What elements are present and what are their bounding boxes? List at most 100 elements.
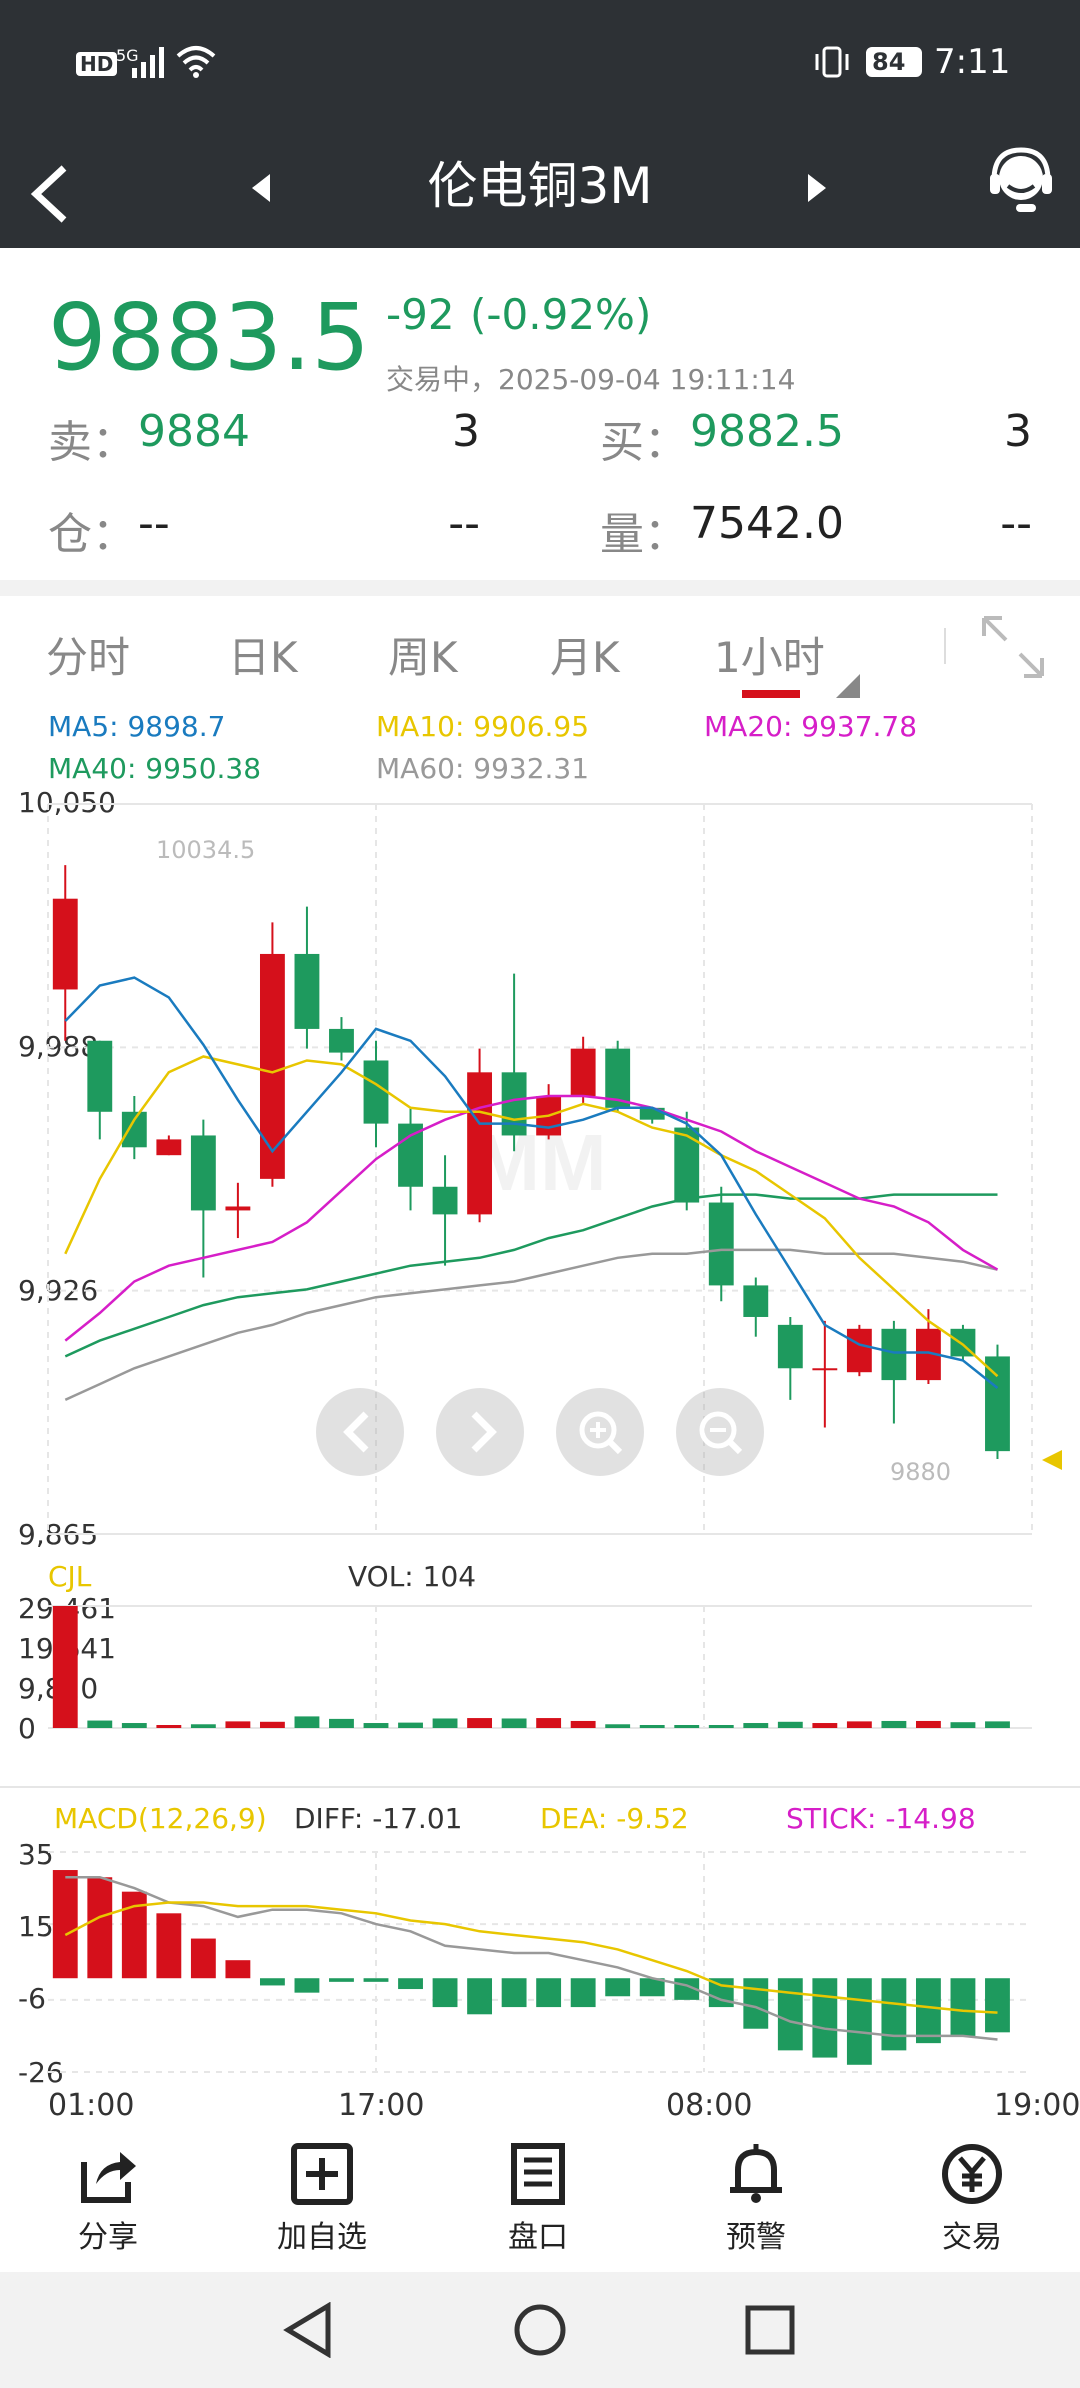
add-square-icon bbox=[291, 2143, 353, 2205]
alert-button[interactable]: 预警 bbox=[686, 2142, 826, 2256]
tab-daily[interactable]: 日K bbox=[228, 633, 298, 682]
candle-body bbox=[294, 953, 320, 1029]
next-instrument-icon[interactable] bbox=[806, 172, 830, 204]
system-recents-icon[interactable] bbox=[744, 2304, 796, 2356]
macd-dea-line bbox=[64, 1901, 998, 2014]
volume-chart[interactable] bbox=[0, 1596, 1080, 1736]
macd-histogram-bar bbox=[398, 1978, 423, 1990]
ma10-value: MA10: 9906.95 bbox=[376, 710, 590, 743]
add-watchlist-button[interactable]: 加自选 bbox=[252, 2142, 392, 2256]
document-list-icon bbox=[511, 2143, 565, 2205]
candle-body bbox=[329, 1028, 354, 1053]
system-back-icon[interactable] bbox=[282, 2302, 334, 2358]
order-book-button[interactable]: 盘口 bbox=[468, 2142, 608, 2256]
candle-body bbox=[398, 1123, 423, 1187]
tab-timeshare[interactable]: 分时 bbox=[46, 633, 131, 682]
macd-histogram-bar bbox=[259, 1978, 285, 1986]
macd-histogram-bar bbox=[985, 1978, 1010, 2033]
macd-histogram-bar bbox=[363, 1978, 389, 1982]
candle-body bbox=[259, 953, 285, 1179]
status-bar: HD 5G 84 7:11 bbox=[0, 0, 1080, 128]
macd-histogram-bar bbox=[156, 1913, 182, 1979]
volume-bar bbox=[259, 1721, 285, 1728]
candle-body bbox=[432, 1186, 458, 1215]
last-price: 9883.5 bbox=[48, 284, 370, 391]
volume-bar bbox=[363, 1723, 389, 1728]
macd-histogram-bar bbox=[570, 1978, 596, 2008]
candle-body bbox=[881, 1328, 907, 1381]
macd-histogram-bar bbox=[743, 1978, 769, 2029]
time-tick-3: 08:00 bbox=[666, 2088, 753, 2123]
macd-histogram-bar bbox=[950, 1978, 976, 2036]
chevron-left-icon bbox=[343, 1411, 369, 1453]
macd-histogram-bar bbox=[639, 1978, 665, 1997]
tab-monthly[interactable]: 月K bbox=[550, 633, 620, 682]
hd-badge: HD bbox=[76, 52, 118, 76]
candle-body bbox=[467, 1072, 493, 1215]
sell-quantity: 3 bbox=[452, 406, 480, 457]
macd-histogram-bar bbox=[294, 1978, 320, 1993]
ma5-value: MA5: 9898.7 bbox=[48, 710, 226, 743]
volume-bar bbox=[570, 1720, 596, 1728]
volume-bar bbox=[432, 1718, 458, 1728]
candle-body bbox=[363, 1060, 389, 1124]
volume-bar bbox=[190, 1724, 216, 1728]
tab-separator bbox=[944, 628, 946, 664]
volume-bar bbox=[846, 1721, 872, 1728]
macd-histogram-bar bbox=[605, 1978, 631, 1997]
ma10-line bbox=[64, 1055, 999, 1378]
candlestick-chart[interactable]: MM bbox=[0, 790, 1080, 1550]
volume-bar bbox=[881, 1720, 907, 1728]
bell-icon bbox=[730, 2144, 782, 2203]
macd-chart[interactable] bbox=[0, 1848, 1080, 2076]
active-tab-indicator bbox=[742, 690, 800, 698]
ma60-value: MA60: 9932.31 bbox=[376, 752, 590, 785]
macd-tick-4: -26 bbox=[18, 2056, 64, 2089]
battery-level: 84 bbox=[872, 48, 906, 76]
candle-body bbox=[52, 898, 78, 990]
tab-weekly[interactable]: 周K bbox=[388, 633, 458, 682]
previous-instrument-icon[interactable] bbox=[248, 172, 272, 204]
ma40-value: MA40: 9950.38 bbox=[48, 752, 262, 785]
tab-1hour[interactable]: 1小时 bbox=[714, 633, 825, 682]
volume-bar bbox=[777, 1721, 803, 1728]
back-arrow-icon[interactable] bbox=[28, 164, 72, 224]
ma60-line bbox=[64, 1248, 998, 1401]
scroll-left-button[interactable] bbox=[316, 1388, 404, 1476]
macd-histogram-bar bbox=[812, 1978, 838, 2058]
macd-histogram-bar bbox=[467, 1978, 493, 2015]
scroll-right-button[interactable] bbox=[436, 1388, 524, 1476]
battery-icon bbox=[866, 47, 922, 77]
share-button[interactable]: 分享 bbox=[38, 2142, 178, 2256]
macd-histogram-bar bbox=[432, 1978, 458, 2008]
macd-stick: STICK: -14.98 bbox=[786, 1802, 976, 1835]
trade-label: 交易 bbox=[942, 2220, 1002, 2255]
price-change: -92 bbox=[386, 290, 455, 339]
open-interest-change: -- bbox=[448, 498, 480, 549]
system-home-icon[interactable] bbox=[512, 2302, 568, 2358]
volume-bar bbox=[225, 1721, 251, 1728]
share-icon bbox=[81, 2152, 136, 2203]
candle-body bbox=[846, 1328, 872, 1373]
candle-body bbox=[777, 1324, 803, 1369]
zoom-out-icon bbox=[699, 1411, 743, 1455]
volume-bar bbox=[743, 1723, 769, 1728]
volume-tick-4: 0 bbox=[18, 1712, 36, 1745]
divider bbox=[0, 1786, 1080, 1788]
fullscreen-icon[interactable] bbox=[980, 614, 1046, 680]
volume-bar bbox=[294, 1716, 320, 1728]
zoom-out-button[interactable] bbox=[676, 1388, 764, 1476]
zoom-in-button[interactable] bbox=[556, 1388, 644, 1476]
dropdown-corner-icon[interactable] bbox=[836, 674, 860, 698]
system-nav-bar bbox=[0, 2272, 1080, 2388]
chevron-right-icon bbox=[471, 1411, 497, 1453]
candle-body bbox=[743, 1285, 769, 1317]
trade-button[interactable]: 交易 bbox=[902, 2142, 1042, 2256]
macd-histogram-bar bbox=[329, 1978, 354, 1982]
customer-service-icon[interactable] bbox=[988, 146, 1054, 216]
volume-bar bbox=[156, 1725, 182, 1728]
time-tick-2: 17:00 bbox=[338, 2088, 425, 2123]
macd-dea: DEA: -9.52 bbox=[540, 1802, 689, 1835]
volume-bar bbox=[605, 1724, 631, 1728]
macd-histogram-bar bbox=[846, 1978, 872, 2065]
